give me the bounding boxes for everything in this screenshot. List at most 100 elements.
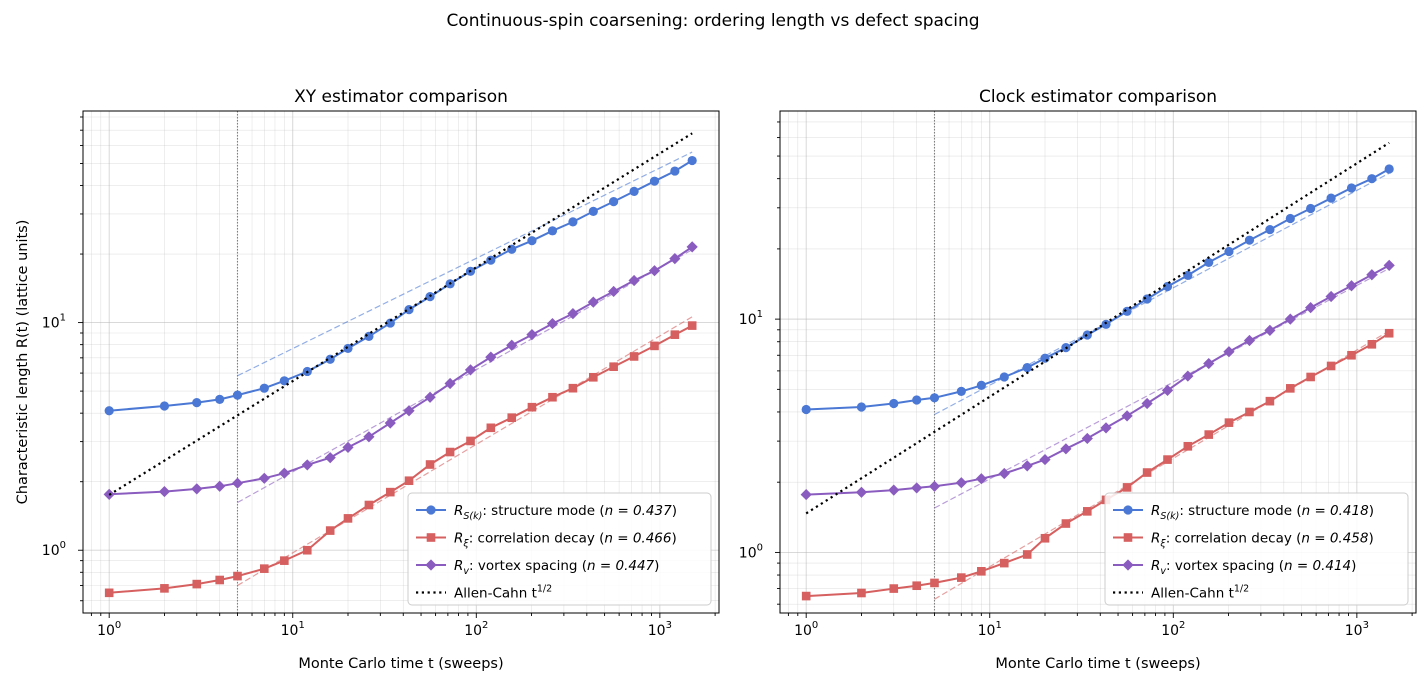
data-point <box>486 423 496 433</box>
reference-line <box>805 141 1390 515</box>
data-point <box>801 404 811 415</box>
data-point <box>1346 183 1357 193</box>
data-point <box>1082 330 1092 340</box>
series-1 <box>801 328 1394 601</box>
x-tick-label: 101 <box>978 620 1002 639</box>
data-point <box>648 265 661 277</box>
data-point <box>1264 324 1276 336</box>
series-2 <box>103 241 698 504</box>
data-point <box>1243 334 1256 347</box>
data-point <box>1203 357 1215 370</box>
data-point <box>1384 164 1394 174</box>
data-point <box>609 196 619 207</box>
data-point <box>159 401 170 411</box>
legend-box <box>407 492 712 606</box>
data-point <box>301 459 313 471</box>
data-point <box>404 305 414 315</box>
data-point <box>445 447 455 457</box>
data-point <box>999 558 1009 568</box>
data-point <box>977 567 986 576</box>
data-point <box>929 393 940 403</box>
legend-entry: RS(k): structure mode (n = 0.418) <box>1113 503 1374 522</box>
data-point <box>587 296 599 308</box>
legend-label: Rv: vortex spacing (n = 0.414) <box>1151 558 1356 577</box>
legend-marker <box>426 533 436 542</box>
data-point <box>649 176 660 186</box>
data-point <box>1141 397 1153 410</box>
fit-line <box>237 316 693 587</box>
data-point <box>669 253 681 265</box>
data-point <box>1183 442 1193 451</box>
x-axis-label: Monte Carlo time t (sweeps) <box>995 656 1200 672</box>
data-point <box>259 383 269 393</box>
xy-panel: 100 101 102 103 100 101 XY estimator compariso… <box>15 87 720 672</box>
data-point <box>975 473 987 485</box>
data-point <box>363 431 375 443</box>
x-tick-label: 102 <box>464 620 488 639</box>
data-point <box>686 241 698 253</box>
data-point <box>464 364 477 376</box>
y-tick-label: 100 <box>739 542 763 561</box>
data-point <box>1122 306 1132 316</box>
legend-label: Allen-Cahn t1/2 <box>1151 584 1249 602</box>
data-point <box>889 584 899 593</box>
data-point <box>1347 350 1356 360</box>
data-point <box>1040 533 1050 543</box>
legend-entry: Rξ: correlation decay (n = 0.458) <box>1113 531 1374 550</box>
data-point <box>855 486 868 498</box>
data-point <box>343 514 353 523</box>
data-point <box>233 571 242 581</box>
data-point <box>444 377 456 390</box>
data-point <box>324 452 336 464</box>
data-point <box>1325 290 1337 303</box>
data-point <box>1060 443 1072 455</box>
data-point <box>928 480 941 492</box>
data-point <box>547 226 558 236</box>
data-point <box>548 392 557 402</box>
data-point <box>424 391 436 403</box>
data-point <box>801 591 811 601</box>
data-point <box>976 380 986 390</box>
data-point <box>192 579 202 589</box>
data-point <box>1142 294 1152 304</box>
data-point <box>506 339 518 351</box>
legend-box <box>1104 492 1409 606</box>
data-point <box>158 485 171 498</box>
panel-title: Clock estimator comparison <box>979 87 1217 107</box>
data-point <box>278 467 290 479</box>
legend-marker <box>1123 505 1133 515</box>
y-tick-label: 101 <box>42 313 66 332</box>
data-point <box>1022 550 1032 559</box>
data-point <box>403 405 415 417</box>
x-tick-label: 103 <box>1345 620 1369 639</box>
data-point <box>1204 257 1214 268</box>
legend-entry: RS(k): structure mode (n = 0.437) <box>416 503 677 522</box>
data-point <box>911 482 923 494</box>
data-point <box>466 436 475 446</box>
data-point <box>1286 384 1295 393</box>
data-point <box>1022 362 1032 373</box>
data-point <box>670 330 680 339</box>
fit-line <box>237 151 693 377</box>
data-point <box>1384 328 1394 338</box>
data-point <box>192 398 202 408</box>
legend: RS(k): structure mode (n = 0.418) Rξ: cor… <box>1104 492 1409 606</box>
data-point <box>956 386 966 397</box>
data-point <box>588 206 598 216</box>
data-point <box>629 352 639 361</box>
data-point <box>364 500 374 510</box>
data-point <box>325 526 335 535</box>
data-point <box>1162 281 1173 292</box>
data-point <box>567 308 579 320</box>
data-point <box>343 343 353 354</box>
data-point <box>258 472 270 484</box>
legend-entry: Rv: vortex spacing (n = 0.447) <box>416 558 659 577</box>
legend-entry: Allen-Cahn t1/2 <box>1113 584 1249 602</box>
y-axis-label: Characteristic length R(t) (lattice unit… <box>15 220 31 505</box>
series-3 <box>108 132 693 496</box>
series-0 <box>801 164 1394 416</box>
legend-label: Allen-Cahn t1/2 <box>454 584 552 602</box>
data-point <box>1224 418 1234 427</box>
panel-title: XY estimator comparison <box>294 87 508 107</box>
